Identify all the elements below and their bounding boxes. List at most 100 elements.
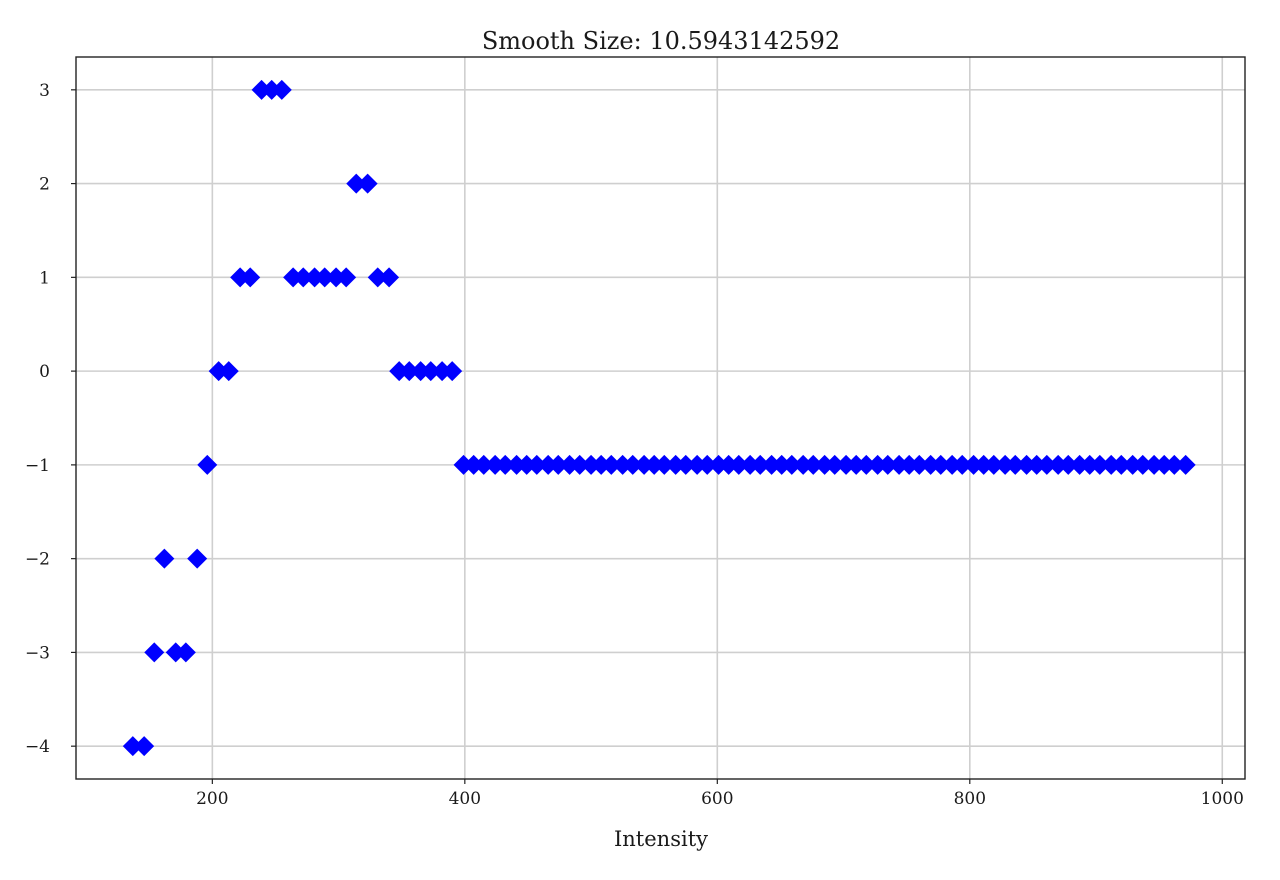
data-point: [1058, 454, 1079, 475]
data-point: [1101, 454, 1122, 475]
data-point: [420, 361, 441, 382]
data-point: [867, 454, 888, 475]
data-point: [1175, 454, 1196, 475]
data-point: [1089, 454, 1110, 475]
data-point: [687, 454, 708, 475]
data-point: [463, 454, 484, 475]
data-point: [367, 267, 388, 288]
y-tick-label: 2: [39, 175, 50, 195]
data-point: [336, 267, 357, 288]
data-point: [803, 454, 824, 475]
data-point: [740, 454, 761, 475]
data-point: [218, 361, 239, 382]
data-point: [453, 454, 474, 475]
data-point: [293, 267, 314, 288]
data-point: [473, 454, 494, 475]
data-point: [708, 454, 729, 475]
data-point: [379, 267, 400, 288]
data-point: [973, 454, 994, 475]
data-point: [240, 267, 261, 288]
data-point: [432, 361, 453, 382]
y-tick-label: 1: [39, 268, 50, 288]
data-point: [952, 454, 973, 475]
data-point: [314, 267, 335, 288]
data-point: [1005, 454, 1026, 475]
data-point: [675, 454, 696, 475]
data-point: [357, 173, 378, 194]
data-point: [889, 454, 910, 475]
data-point: [569, 454, 590, 475]
data-point: [728, 454, 749, 475]
data-point: [495, 454, 516, 475]
data-point: [899, 454, 920, 475]
data-point: [485, 454, 506, 475]
data-point: [644, 454, 665, 475]
y-tick-label: −4: [25, 737, 50, 757]
x-tick-label: 400: [449, 789, 481, 809]
x-axis-ticks: 200 400 600 800 1000: [196, 779, 1244, 809]
data-point: [1132, 454, 1153, 475]
data-point: [526, 454, 547, 475]
data-point: [230, 267, 251, 288]
data-points: [122, 79, 1196, 757]
data-point: [144, 642, 165, 663]
data-point: [665, 454, 686, 475]
data-point: [612, 454, 633, 475]
x-tick-label: 200: [196, 789, 228, 809]
data-point: [442, 361, 463, 382]
y-tick-label: 3: [39, 81, 50, 101]
data-point: [856, 454, 877, 475]
data-point: [920, 454, 941, 475]
data-point: [750, 454, 771, 475]
data-point: [326, 267, 347, 288]
data-point: [995, 454, 1016, 475]
data-point: [601, 454, 622, 475]
data-point: [591, 454, 612, 475]
data-point: [824, 454, 845, 475]
data-point: [718, 454, 739, 475]
data-point: [581, 454, 602, 475]
data-point: [187, 548, 208, 569]
data-point: [983, 454, 1004, 475]
data-point: [1036, 454, 1057, 475]
data-point: [165, 642, 186, 663]
data-point: [1079, 454, 1100, 475]
x-axis-label: Intensity: [614, 827, 708, 851]
data-point: [389, 361, 410, 382]
data-point: [814, 454, 835, 475]
data-point: [622, 454, 643, 475]
data-point: [154, 548, 175, 569]
data-point: [1069, 454, 1090, 475]
data-point: [930, 454, 951, 475]
data-point: [271, 79, 292, 100]
data-point: [846, 454, 867, 475]
data-point: [963, 454, 984, 475]
data-point: [793, 454, 814, 475]
data-point: [1154, 454, 1175, 475]
data-point: [1122, 454, 1143, 475]
x-tick-label: 800: [954, 789, 986, 809]
data-point: [538, 454, 559, 475]
data-point: [516, 454, 537, 475]
data-point: [1111, 454, 1132, 475]
data-point: [1164, 454, 1185, 475]
data-point: [836, 454, 857, 475]
data-point: [251, 79, 272, 100]
x-tick-label: 600: [701, 789, 733, 809]
data-point: [877, 454, 898, 475]
data-point: [654, 454, 675, 475]
data-point: [283, 267, 304, 288]
data-point: [909, 454, 930, 475]
data-point: [781, 454, 802, 475]
data-point: [761, 454, 782, 475]
y-tick-label: −2: [25, 550, 50, 570]
data-point: [410, 361, 431, 382]
y-axis-ticks: −4 −3 −2 −1 0 1 2 3: [25, 81, 76, 757]
y-tick-label: 0: [39, 362, 50, 382]
data-point: [697, 454, 718, 475]
data-point: [197, 454, 218, 475]
data-point: [261, 79, 282, 100]
data-point: [208, 361, 229, 382]
data-point: [175, 642, 196, 663]
